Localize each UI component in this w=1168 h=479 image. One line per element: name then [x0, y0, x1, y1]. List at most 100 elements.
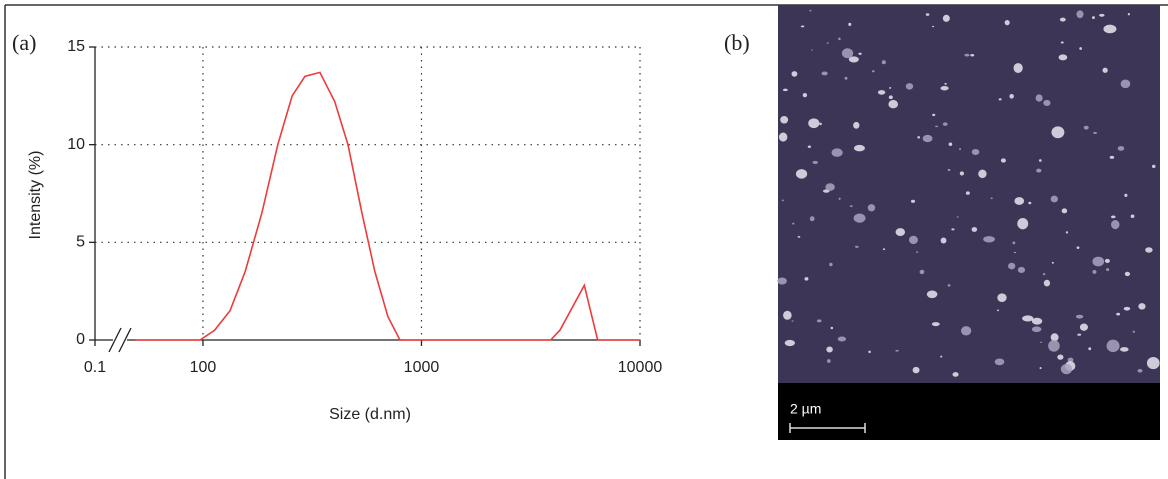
particle	[947, 284, 951, 287]
particle	[922, 134, 933, 143]
particle	[838, 197, 841, 200]
particle	[940, 355, 943, 358]
sem-background	[778, 5, 1160, 385]
particle	[1042, 273, 1046, 276]
particle	[1130, 214, 1135, 218]
particle	[1050, 195, 1058, 203]
x-tick-label: 1000	[404, 359, 440, 376]
particle	[931, 322, 940, 327]
particle	[829, 262, 833, 267]
particle	[1151, 164, 1156, 168]
particle	[1013, 63, 1023, 73]
particle	[1146, 357, 1160, 370]
particle	[1088, 347, 1092, 351]
particle	[942, 122, 948, 126]
particle	[971, 148, 980, 156]
particle	[800, 25, 805, 28]
y-tick-label: 0	[76, 331, 85, 348]
particle	[848, 22, 852, 26]
particle	[1103, 24, 1117, 34]
data-line	[135, 71, 640, 341]
particle	[996, 309, 1000, 312]
particle	[948, 142, 953, 146]
particle	[826, 346, 833, 353]
particle	[895, 228, 906, 237]
particle	[1035, 94, 1043, 102]
particle	[780, 115, 789, 124]
axis-break-mark	[118, 327, 132, 353]
particle	[854, 245, 859, 248]
particle	[809, 9, 812, 12]
particle	[978, 169, 987, 179]
particle	[791, 320, 794, 322]
particle	[1022, 315, 1034, 322]
particle	[926, 290, 938, 299]
particle	[964, 53, 970, 57]
particle	[1017, 217, 1029, 230]
particle	[1036, 168, 1042, 173]
particle	[1116, 312, 1121, 316]
axis-break	[113, 336, 127, 344]
particle	[970, 53, 975, 57]
particle	[881, 60, 886, 65]
x-tick-label: 10000	[618, 359, 663, 376]
particle	[871, 70, 875, 73]
particle	[888, 95, 893, 100]
particle	[849, 205, 853, 207]
particle	[1145, 247, 1153, 253]
particle	[889, 86, 892, 89]
particle	[947, 169, 951, 171]
particle	[797, 236, 801, 238]
particle	[791, 71, 798, 77]
particle	[1008, 262, 1016, 270]
particle	[919, 269, 925, 275]
particle	[1060, 41, 1064, 44]
particle	[1031, 326, 1042, 333]
particle	[1077, 333, 1082, 336]
particle	[1109, 155, 1115, 159]
particle	[1092, 256, 1105, 267]
particle	[816, 319, 822, 323]
particle	[940, 237, 947, 244]
particle	[942, 14, 950, 22]
particle	[935, 125, 939, 128]
y-tick-label: 15	[67, 38, 85, 55]
particle	[1065, 231, 1069, 234]
particle	[1038, 159, 1042, 162]
particle	[1051, 126, 1065, 139]
particle	[795, 169, 808, 179]
particle	[1123, 306, 1131, 311]
panel-label: (b)	[724, 30, 750, 55]
particle	[895, 349, 899, 352]
particle	[1067, 357, 1074, 363]
particle	[956, 216, 959, 218]
particle	[882, 248, 886, 251]
particle	[1004, 19, 1010, 26]
particle	[778, 132, 788, 142]
particle	[1092, 16, 1095, 20]
particle	[1111, 215, 1116, 219]
sem-image: 2 µm	[777, 5, 1160, 440]
particle	[983, 236, 995, 243]
particle	[826, 42, 829, 44]
particle	[808, 118, 820, 129]
particle	[1137, 369, 1143, 373]
x-axis-title: Size (d.nm)	[329, 406, 411, 423]
particle	[1099, 13, 1105, 17]
particle	[1076, 246, 1080, 249]
y-axis-title: Intensity (%)	[27, 151, 44, 240]
particle	[888, 100, 899, 109]
axis-break-mark	[108, 327, 122, 353]
particle	[1124, 193, 1128, 197]
particle	[960, 326, 972, 336]
particle	[1058, 54, 1068, 61]
particle	[965, 191, 970, 195]
particle	[781, 199, 784, 202]
particle	[1075, 314, 1084, 319]
particle	[1043, 99, 1051, 106]
particle	[867, 204, 876, 212]
particle	[858, 52, 862, 55]
y-tick-label: 5	[76, 234, 85, 251]
particle	[1124, 271, 1131, 277]
